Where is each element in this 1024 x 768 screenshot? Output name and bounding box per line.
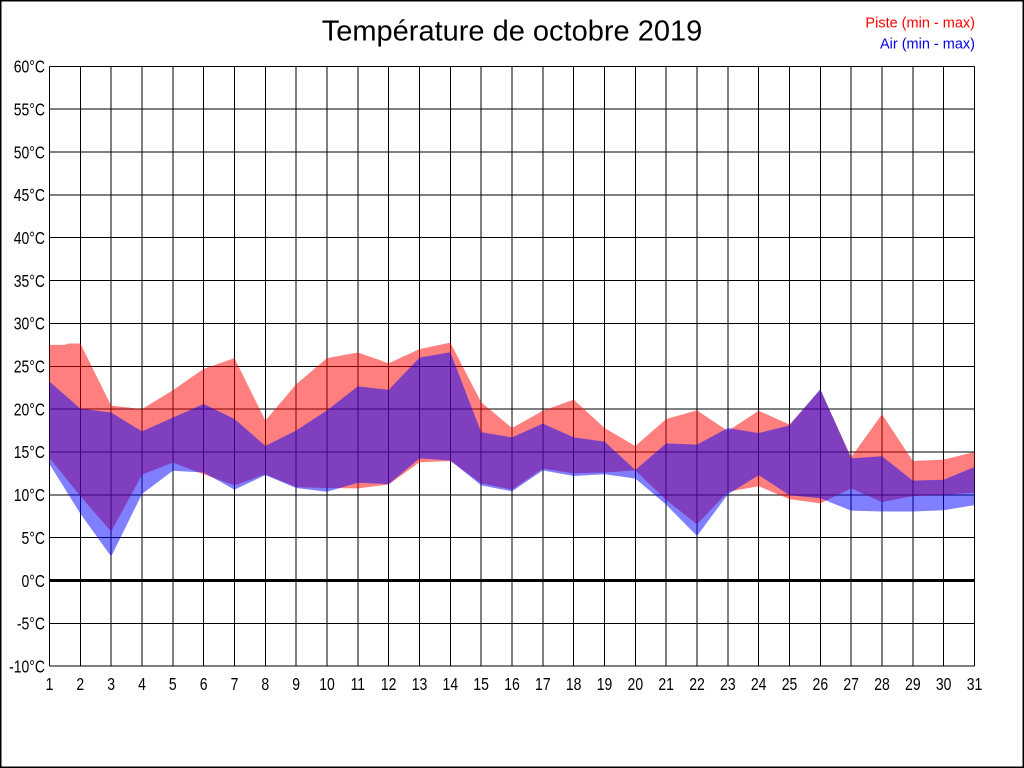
svg-text:19: 19 xyxy=(597,676,613,695)
svg-text:16: 16 xyxy=(504,676,520,695)
svg-text:18: 18 xyxy=(566,676,582,695)
svg-text:6: 6 xyxy=(200,676,208,695)
svg-text:20: 20 xyxy=(628,676,644,695)
svg-text:Température de octobre 2019: Température de octobre 2019 xyxy=(322,16,702,48)
svg-text:29: 29 xyxy=(905,676,921,695)
svg-text:30°C: 30°C xyxy=(14,315,45,334)
svg-text:5°C: 5°C xyxy=(22,530,45,549)
svg-text:23: 23 xyxy=(720,676,736,695)
svg-text:20°C: 20°C xyxy=(14,401,45,420)
svg-text:10: 10 xyxy=(319,676,335,695)
svg-text:5: 5 xyxy=(169,676,177,695)
svg-text:15°C: 15°C xyxy=(14,444,45,463)
svg-text:Piste (min - max): Piste (min - max) xyxy=(865,16,975,32)
svg-text:15: 15 xyxy=(473,676,489,695)
svg-text:55°C: 55°C xyxy=(14,101,45,120)
svg-text:0°C: 0°C xyxy=(22,572,45,591)
svg-text:40°C: 40°C xyxy=(14,230,45,249)
svg-text:21: 21 xyxy=(658,676,674,695)
svg-text:13: 13 xyxy=(412,676,428,695)
svg-text:2: 2 xyxy=(76,676,84,695)
svg-text:35°C: 35°C xyxy=(14,272,45,291)
svg-text:45°C: 45°C xyxy=(14,187,45,206)
svg-text:30: 30 xyxy=(936,676,952,695)
svg-text:50°C: 50°C xyxy=(14,144,45,163)
svg-text:24: 24 xyxy=(751,676,767,695)
svg-text:10°C: 10°C xyxy=(14,487,45,506)
svg-text:27: 27 xyxy=(843,676,859,695)
svg-text:17: 17 xyxy=(535,676,551,695)
svg-text:26: 26 xyxy=(813,676,829,695)
svg-text:25°C: 25°C xyxy=(14,358,45,377)
svg-text:4: 4 xyxy=(138,676,146,695)
svg-text:28: 28 xyxy=(874,676,890,695)
svg-text:14: 14 xyxy=(443,676,459,695)
svg-text:3: 3 xyxy=(107,676,115,695)
svg-text:7: 7 xyxy=(231,676,239,695)
svg-text:Air (min - max): Air (min - max) xyxy=(880,37,975,53)
svg-text:1: 1 xyxy=(46,676,54,695)
svg-text:11: 11 xyxy=(351,676,366,695)
svg-text:12: 12 xyxy=(381,676,397,695)
svg-text:60°C: 60°C xyxy=(14,58,45,77)
svg-text:22: 22 xyxy=(689,676,705,695)
svg-text:-10°C: -10°C xyxy=(9,658,45,677)
svg-text:25: 25 xyxy=(782,676,798,695)
svg-text:9: 9 xyxy=(292,676,300,695)
svg-text:31: 31 xyxy=(967,676,983,695)
svg-text:-5°C: -5°C xyxy=(17,615,45,634)
svg-text:8: 8 xyxy=(261,676,269,695)
